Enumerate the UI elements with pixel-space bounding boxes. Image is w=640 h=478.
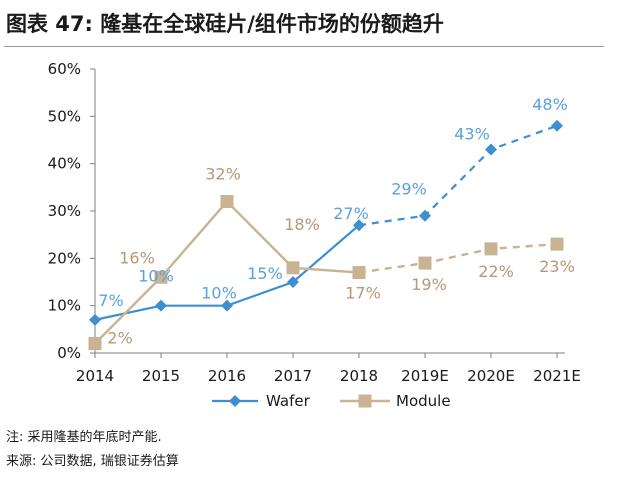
- data-label-module: 2%: [107, 329, 132, 348]
- legend-marker-wafer: [229, 395, 241, 407]
- data-label-wafer: 29%: [391, 180, 427, 199]
- data-point-module: [418, 256, 432, 270]
- data-label-wafer: 48%: [532, 95, 568, 114]
- x-tick-label: 2020E: [467, 367, 515, 385]
- title-divider: [4, 46, 604, 47]
- data-label-wafer: 10%: [138, 267, 174, 286]
- legend-label-wafer: Wafer: [266, 392, 311, 410]
- y-tick-label: 40%: [48, 155, 81, 173]
- x-tick-label: 2016: [208, 367, 246, 385]
- data-point-module: [286, 261, 300, 275]
- x-tick-label: 2014: [76, 367, 114, 385]
- y-tick-label: 60%: [48, 60, 81, 78]
- chart-source: 来源: 公司数据, 瑞银证券估算: [6, 454, 179, 469]
- data-point-module: [154, 270, 168, 284]
- data-label-wafer: 7%: [98, 291, 123, 310]
- data-label-wafer: 43%: [454, 124, 490, 143]
- data-point-wafer: [89, 313, 101, 326]
- data-label-module: 23%: [539, 257, 575, 276]
- data-point-wafer: [551, 119, 563, 132]
- y-tick-label: 20%: [48, 249, 81, 267]
- data-label-wafer: 27%: [333, 204, 369, 223]
- data-label-module: 19%: [411, 275, 447, 294]
- x-tick-label: 2019E: [401, 367, 449, 385]
- x-tick-label: 2018: [340, 367, 378, 385]
- legend-label-module: Module: [396, 392, 451, 410]
- data-point-wafer: [353, 219, 365, 232]
- x-tick-label: 2017: [274, 367, 312, 385]
- chart-note: 注: 采用隆基的年底时产能.: [6, 430, 162, 445]
- data-point-wafer: [155, 299, 167, 312]
- y-tick-label: 30%: [48, 202, 81, 220]
- x-tick-label: 2015: [142, 367, 180, 385]
- y-tick-label: 50%: [48, 107, 81, 125]
- data-label-module: 16%: [119, 248, 155, 267]
- data-label-module: 32%: [205, 165, 241, 184]
- chart-title: 图表 47: 隆基在全球硅片/组件市场的份额趋升: [6, 12, 444, 36]
- data-point-module: [352, 266, 366, 280]
- x-tick-label: 2021E: [533, 367, 581, 385]
- data-point-module: [484, 242, 498, 256]
- data-label-wafer: 10%: [201, 284, 237, 303]
- data-point-module: [88, 337, 102, 351]
- y-tick-label: 0%: [57, 344, 81, 362]
- series-forecast-line-wafer: [358, 124, 558, 227]
- data-point-wafer: [287, 276, 299, 288]
- series-forecast-line-module: [358, 242, 558, 274]
- data-label-module: 17%: [345, 284, 381, 303]
- line-chart: 0% 10% 20% 30% 40% 50% 60% 2014 2015 2016 2017 2018…: [48, 60, 581, 410]
- data-label-module: 18%: [284, 215, 320, 234]
- data-point-module: [220, 195, 234, 209]
- legend-marker-module: [358, 394, 372, 408]
- data-label-wafer: 15%: [247, 264, 283, 283]
- data-point-wafer: [221, 299, 233, 312]
- data-point-wafer: [485, 143, 497, 156]
- data-point-module: [550, 237, 564, 251]
- data-label-module: 22%: [478, 262, 514, 281]
- data-point-wafer: [419, 209, 431, 222]
- y-tick-label: 10%: [48, 297, 81, 315]
